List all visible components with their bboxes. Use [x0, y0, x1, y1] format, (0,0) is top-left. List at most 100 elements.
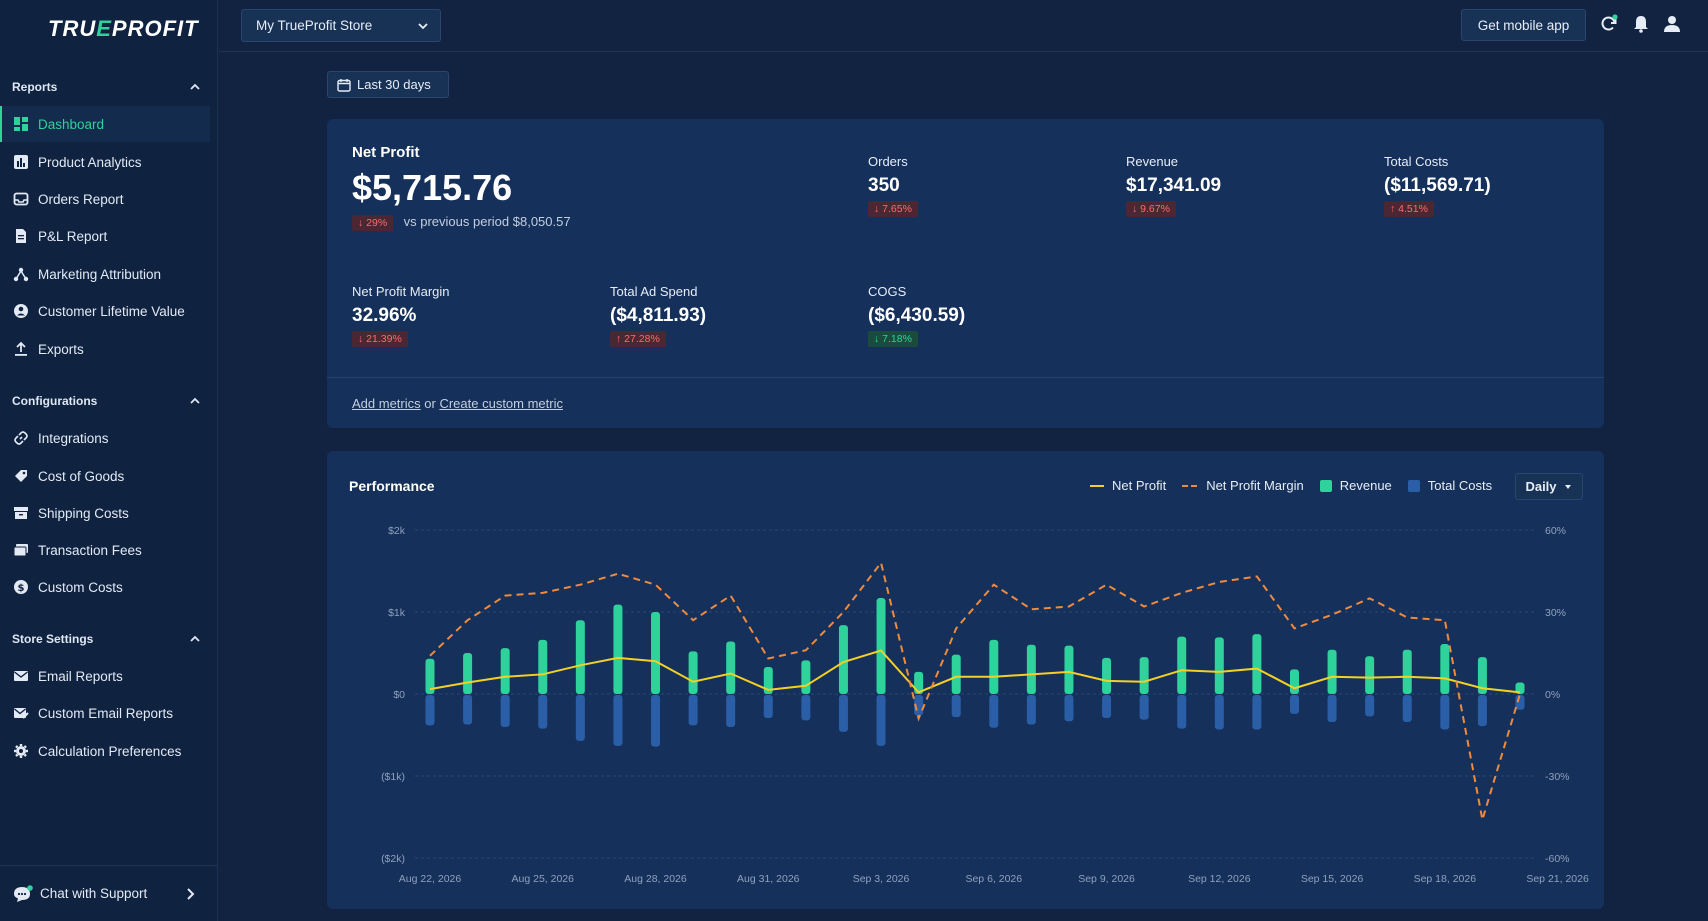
- revenue-bar: [688, 651, 698, 694]
- logo[interactable]: TRUEPROFIT: [48, 16, 199, 42]
- cost-bar: [951, 695, 961, 718]
- cost-bar: [613, 695, 623, 746]
- legend-label: Net Profit Margin: [1206, 478, 1304, 493]
- revenue-bar: [1289, 669, 1299, 694]
- bar-chart-icon: [12, 153, 30, 171]
- revenue-bar: [763, 666, 773, 694]
- add-metrics-row: Add metrics or Create custom metric: [352, 396, 563, 411]
- revenue-bar: [1402, 649, 1412, 694]
- store-selector[interactable]: My TrueProfit Store: [241, 9, 441, 42]
- metric-total-costs[interactable]: Total Costs ($11,569.71) ↑ 4.51%: [1384, 154, 1491, 217]
- chat-support-label: Chat with Support: [40, 886, 148, 901]
- sidebar-item-label: Email Reports: [38, 668, 123, 684]
- upload-icon: [12, 340, 30, 358]
- metric-value: ($11,569.71): [1384, 175, 1491, 196]
- cost-bar: [1402, 695, 1412, 723]
- cost-bar: [801, 695, 811, 721]
- metric-net-profit-margin[interactable]: Net Profit Margin 32.96% ↓ 21.39%: [352, 284, 450, 347]
- legend-label: Total Costs: [1427, 478, 1493, 493]
- link-icon: [12, 429, 30, 447]
- sidebar-item-custom-email-reports[interactable]: Custom Email Reports: [0, 695, 210, 731]
- sidebar-item-custom-costs[interactable]: $ Custom Costs: [0, 569, 210, 605]
- legend-item-revenue[interactable]: Revenue: [1319, 478, 1392, 493]
- revenue-bar: [463, 653, 473, 694]
- legend-item-net-profit-margin[interactable]: Net Profit Margin: [1182, 478, 1304, 493]
- cost-bar: [1440, 695, 1450, 730]
- mail-edit-icon: [12, 704, 30, 722]
- revenue-bar: [876, 598, 886, 694]
- store-name: My TrueProfit Store: [256, 18, 373, 33]
- revenue-bar: [1327, 649, 1337, 694]
- y-right-tick-label: 0%: [1545, 689, 1560, 701]
- sidebar: TRUEPROFIT Reports Dashboard Product Ana…: [0, 0, 218, 921]
- legend-item-net-profit[interactable]: Net Profit: [1090, 478, 1166, 493]
- calendar-icon: [337, 78, 351, 92]
- x-tick-label: Sep 18, 2026: [1414, 873, 1477, 885]
- sidebar-item-email-reports[interactable]: Email Reports: [0, 658, 210, 694]
- metric-value: ($4,811.93): [610, 305, 707, 326]
- chevron-up-icon[interactable]: [188, 632, 202, 646]
- refresh-icon[interactable]: [1599, 14, 1619, 34]
- change-badge: ↓ 21.39%: [352, 331, 408, 347]
- chevron-up-icon[interactable]: [188, 80, 202, 94]
- metric-net-profit[interactable]: Net Profit $5,715.76 ↓ 29% vs previous p…: [352, 144, 571, 231]
- revenue-bar: [1440, 643, 1450, 694]
- performance-title: Performance: [349, 478, 435, 494]
- metric-cogs[interactable]: COGS ($6,430.59) ↓ 7.18%: [868, 284, 965, 347]
- legend-item-total-costs[interactable]: Total Costs: [1407, 478, 1493, 493]
- revenue-bar: [1102, 657, 1112, 694]
- legend-swatch-revenue: [1319, 479, 1332, 492]
- sidebar-item-transaction-fees[interactable]: Transaction Fees: [0, 532, 210, 568]
- y-left-tick-label: $0: [393, 689, 405, 701]
- add-metrics-link[interactable]: Add metrics: [352, 396, 421, 411]
- dollar-icon: $: [12, 578, 30, 596]
- user-icon[interactable]: [1662, 14, 1682, 34]
- get-mobile-app-button[interactable]: Get mobile app: [1461, 9, 1586, 41]
- sidebar-item-label: Transaction Fees: [38, 542, 142, 558]
- sidebar-item-shipping-costs[interactable]: Shipping Costs: [0, 495, 210, 531]
- chat-support-button[interactable]: Chat with Support: [0, 865, 218, 921]
- performance-chart: $2k 60% $1k 30% $0 0% ($1k) -30% ($2k) -60% Aug 22…: [381, 525, 1589, 885]
- sidebar-item-orders-report[interactable]: Orders Report: [0, 181, 210, 217]
- revenue-bar: [613, 604, 623, 694]
- cost-bar: [500, 695, 510, 727]
- metric-revenue[interactable]: Revenue $17,341.09 ↓ 9.67%: [1126, 154, 1221, 217]
- sidebar-item-dashboard[interactable]: Dashboard: [0, 106, 210, 142]
- cost-bar: [425, 695, 435, 726]
- net-profit-line: [429, 649, 1521, 694]
- x-tick-label: Sep 12, 2026: [1188, 873, 1251, 885]
- date-range-button[interactable]: Last 30 days: [327, 71, 449, 98]
- chevron-up-icon[interactable]: [188, 394, 202, 408]
- cost-bar: [1477, 695, 1487, 727]
- sidebar-item-exports[interactable]: Exports: [0, 331, 210, 367]
- x-tick-label: Aug 28, 2026: [624, 873, 687, 885]
- metric-total-ad-spend[interactable]: Total Ad Spend ($4,811.93) ↑ 27.28%: [610, 284, 706, 347]
- metric-orders[interactable]: Orders 350 ↓ 7.65%: [868, 154, 918, 217]
- x-tick-label: Aug 31, 2026: [737, 873, 800, 885]
- sidebar-item-pl-report[interactable]: P&L Report: [0, 218, 210, 254]
- revenue-bar: [1177, 636, 1187, 694]
- sidebar-item-marketing-attribution[interactable]: Marketing Attribution: [0, 256, 210, 292]
- sidebar-item-customer-lifetime-value[interactable]: Customer Lifetime Value: [0, 293, 210, 329]
- sidebar-item-cost-of-goods[interactable]: Cost of Goods: [0, 458, 210, 494]
- create-custom-metric-link[interactable]: Create custom metric: [439, 396, 563, 411]
- cost-bar: [688, 695, 698, 726]
- y-right-tick-label: 60%: [1545, 525, 1566, 537]
- revenue-bar: [1139, 657, 1149, 694]
- metric-value: $17,341.09: [1126, 175, 1222, 196]
- sidebar-item-integrations[interactable]: Integrations: [0, 420, 210, 456]
- sidebar-item-calculation-preferences[interactable]: Calculation Preferences: [0, 733, 210, 769]
- sidebar-item-product-analytics[interactable]: Product Analytics: [0, 144, 210, 180]
- bell-icon[interactable]: [1631, 14, 1651, 34]
- network-icon: [12, 265, 30, 283]
- revenue-bar: [425, 658, 435, 694]
- x-tick-label: Aug 25, 2026: [512, 873, 575, 885]
- granularity-select[interactable]: Daily: [1515, 473, 1583, 500]
- cost-bar: [1177, 695, 1187, 729]
- chart-legend: Net Profit Net Profit Margin Revenue Tot…: [1090, 478, 1508, 493]
- y-right-tick-label: -30%: [1545, 771, 1570, 783]
- mail-icon: [12, 667, 30, 685]
- metrics-card: Net Profit $5,715.76 ↓ 29% vs previous p…: [327, 119, 1604, 428]
- legend-swatch-costs: [1407, 479, 1420, 492]
- metric-value: 32.96%: [352, 305, 417, 326]
